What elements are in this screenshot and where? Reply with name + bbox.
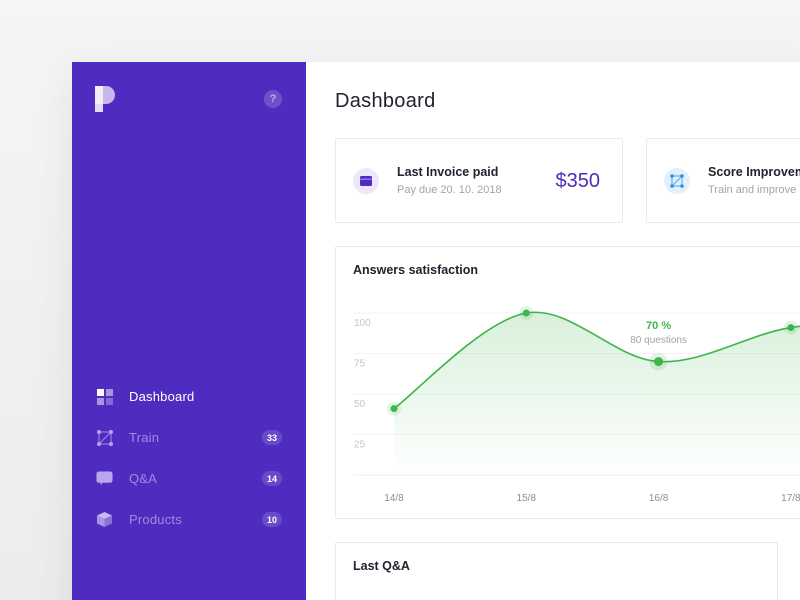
train-icon <box>96 429 113 446</box>
page-title: Dashboard <box>335 90 436 112</box>
main-content: Dashboard Last Invoice paid Pay due 20. … <box>306 62 800 600</box>
train-icon <box>664 168 690 194</box>
card-icon <box>353 168 379 194</box>
sidebar-item-label: Dashboard <box>129 389 195 404</box>
count-badge: 14 <box>262 471 282 486</box>
svg-text:25: 25 <box>354 440 366 451</box>
svg-text:50: 50 <box>354 399 366 410</box>
chart-line <box>393 311 800 410</box>
app-window: ? Dashboard <box>72 62 800 600</box>
help-icon[interactable]: ? <box>264 90 282 108</box>
x-axis-labels: 14/8 15/8 16/8 17/8 <box>384 493 800 504</box>
grid-icon <box>96 388 113 405</box>
box-icon <box>96 511 113 528</box>
count-badge: 10 <box>262 512 282 527</box>
stat-title: Last Invoice paid <box>397 165 499 179</box>
score-card[interactable]: Score Improvement Train and improve <box>646 138 800 223</box>
sidebar-item-dashboard[interactable]: Dashboard <box>72 376 306 417</box>
chart-title: Answers satisfaction <box>353 263 479 277</box>
count-badge: 33 <box>262 430 282 445</box>
svg-text:75: 75 <box>354 359 366 370</box>
sidebar-item-label: Q&A <box>129 471 158 486</box>
annotation-subtitle: 80 questions <box>630 335 687 346</box>
annotation-value: 70 % <box>646 320 671 332</box>
svg-text:100: 100 <box>354 318 371 329</box>
chat-icon <box>96 470 113 487</box>
sidebar-item-products[interactable]: Products 10 <box>72 499 306 540</box>
chart-area <box>394 312 800 475</box>
svg-text:17/8: 17/8 <box>781 493 800 504</box>
stat-title: Score Improvement <box>708 165 800 179</box>
last-qa-title: Last Q&A <box>353 559 410 573</box>
stat-subtitle: Train and improve <box>708 184 797 196</box>
stat-subtitle: Pay due 20. 10. 2018 <box>397 184 502 196</box>
svg-text:15/8: 15/8 <box>517 493 537 504</box>
logo-icon[interactable] <box>95 86 117 112</box>
sidebar-item-train[interactable]: Train 33 <box>72 417 306 458</box>
satisfaction-chart-card: Answers satisfaction 25 50 75 100 14/8 15/8 1… <box>335 246 800 519</box>
chart-points <box>387 306 798 416</box>
sidebar: ? Dashboard <box>72 62 306 600</box>
sidebar-item-label: Products <box>129 512 182 527</box>
stat-value: $350 <box>555 170 601 192</box>
last-qa-card: Last Q&A <box>335 542 778 600</box>
satisfaction-chart: 25 50 75 100 14/8 15/8 16/8 17/8 70 % 80 quest… <box>353 306 800 504</box>
sidebar-item-label: Train <box>129 430 160 445</box>
sidebar-nav: Dashboard Train 33 <box>72 376 306 540</box>
y-axis-labels: 25 50 75 100 <box>354 318 371 451</box>
svg-text:14/8: 14/8 <box>384 493 404 504</box>
sidebar-item-qa[interactable]: Q&A 14 <box>72 458 306 499</box>
invoice-card[interactable]: Last Invoice paid Pay due 20. 10. 2018 $… <box>335 138 623 223</box>
svg-text:16/8: 16/8 <box>649 493 669 504</box>
